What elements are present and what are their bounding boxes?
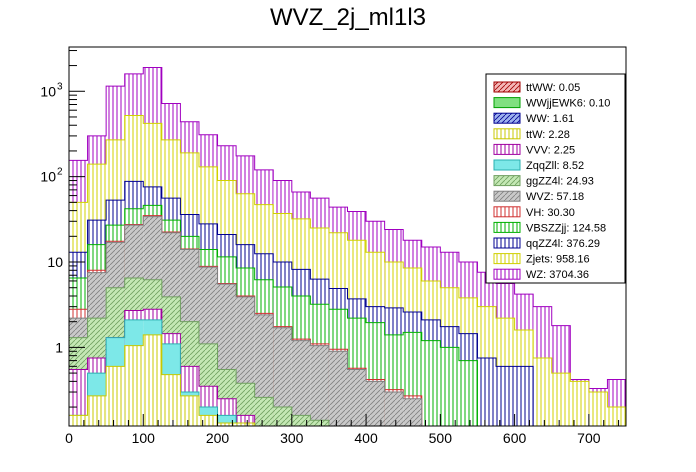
bar-ttw-9 [236, 423, 255, 426]
stack-layer [69, 66, 626, 427]
legend-swatch-ww [493, 112, 521, 124]
legend-label-wwjjewk6: WWjjEWK6: 0.10 [526, 98, 610, 110]
x-tick-label: 700 [577, 430, 601, 446]
bar-vbszzjj-19 [421, 340, 441, 426]
bar-ttw-7 [198, 415, 218, 426]
bar-vbszzjj-20 [440, 347, 459, 426]
bar-zjets-26 [551, 373, 571, 426]
y-tick-exponent: 2 [57, 167, 63, 178]
outline-wz [69, 66, 626, 389]
bar-ggzz4l-12 [291, 415, 311, 426]
bar-ttw-6 [180, 395, 199, 426]
bar-vvv-0 [69, 369, 88, 426]
bar-wvz-11 [273, 327, 292, 426]
x-tick-label: 200 [206, 430, 230, 446]
legend-swatch-zjets [493, 253, 521, 265]
y-tick-label: 10 [47, 254, 63, 270]
legend-swatch-wvz [493, 190, 521, 202]
bar-zjets-29 [607, 407, 626, 426]
legend-swatch-ttw [493, 128, 521, 140]
legend-label-vh: VH: 30.30 [526, 207, 575, 219]
legend-swatch-wwjjewk6 [493, 97, 521, 109]
bar-ttw-5 [161, 374, 181, 426]
legend-label-ggzz4l: ggZZ4l: 24.93 [526, 176, 594, 188]
y-tick-label: 10 [40, 169, 56, 185]
y-tick-label: 1 [55, 339, 63, 355]
bar-wvz-15 [347, 369, 367, 426]
y-tick-label: 10 [40, 83, 56, 99]
bar-zjets-25 [533, 358, 552, 426]
bar-qqzz4l-24 [514, 366, 534, 426]
bar-ttw-4 [143, 334, 162, 426]
bar-ggzz4l-13 [310, 420, 329, 426]
bar-zjets-27 [570, 381, 589, 426]
bar-ttw-2 [106, 366, 125, 426]
x-tick-label: 500 [429, 430, 453, 446]
y-tick-exponent: 3 [57, 81, 63, 92]
legend-label-ttw: ttW: 2.28 [526, 129, 570, 141]
legend-label-qqzz4l: qqZZ4l: 376.29 [526, 238, 600, 250]
legend-label-ttww: ttWW: 0.05 [526, 82, 580, 94]
legend-swatch-wz [493, 268, 521, 280]
x-axis: 0 100 200 300 400 500 600 700 [65, 414, 620, 446]
bar-zqqzll-8 [217, 415, 237, 426]
bar-wvz-18 [403, 398, 422, 426]
x-tick-label: 0 [65, 430, 73, 446]
bar-wvz-16 [366, 381, 385, 426]
bar-wvz-14 [328, 351, 348, 426]
bar-ttw-8 [217, 423, 237, 426]
chart-title: WVZ_2j_ml1l3 [270, 4, 426, 31]
legend-swatch-ggzz4l [493, 175, 521, 187]
legend-label-wvz: WVZ: 57.18 [526, 191, 584, 203]
x-tick-label: 300 [280, 430, 304, 446]
outline-qqzz4l [69, 180, 626, 427]
x-tick-label: 100 [132, 430, 156, 446]
bar-ttw-3 [124, 345, 144, 426]
legend-label-ww: WW: 1.61 [526, 113, 574, 125]
legend-label-vbszzjj: VBSZZjj: 124.58 [526, 222, 606, 234]
bar-vbszzjj-21 [458, 360, 478, 426]
outline-zjets [69, 115, 626, 408]
bar-vvv-9 [236, 415, 255, 426]
bar-wvz-12 [291, 340, 311, 426]
legend-swatch-ttww [493, 81, 521, 93]
legend-swatch-vvv [493, 143, 521, 155]
legend-swatch-qqzz4l [493, 237, 521, 249]
bar-ttw-1 [87, 395, 107, 426]
bar-wvz-17 [384, 392, 404, 426]
outline-vbszzjj [69, 204, 626, 427]
legend-label-wz: WZ: 3704.36 [526, 269, 589, 281]
bar-ttw-0 [69, 415, 88, 426]
x-tick-label: 400 [354, 430, 378, 446]
legend-swatch-vh [493, 206, 521, 218]
legend-label-zjets: Zjets: 958.16 [526, 254, 590, 266]
bar-ggzz4l-11 [273, 407, 292, 426]
legend-label-zqqzll: ZqqZll: 8.52 [526, 160, 584, 172]
bar-wvz-13 [310, 345, 329, 426]
legend: ttWW: 0.05 WWjjEWK6: 0.10 WW: 1.61 ttW: 2.2… [485, 73, 626, 284]
bar-zjets-28 [588, 392, 608, 426]
x-tick-label: 600 [503, 430, 527, 446]
legend-label-vvv: VVV: 2.25 [526, 144, 575, 156]
bar-qqzz4l-23 [496, 366, 515, 426]
legend-swatch-zqqzll [493, 159, 521, 171]
legend-swatch-vbszzjj [493, 221, 521, 233]
bar-qqzz4l-22 [477, 358, 497, 426]
bar-ggzz4l-10 [254, 397, 274, 426]
